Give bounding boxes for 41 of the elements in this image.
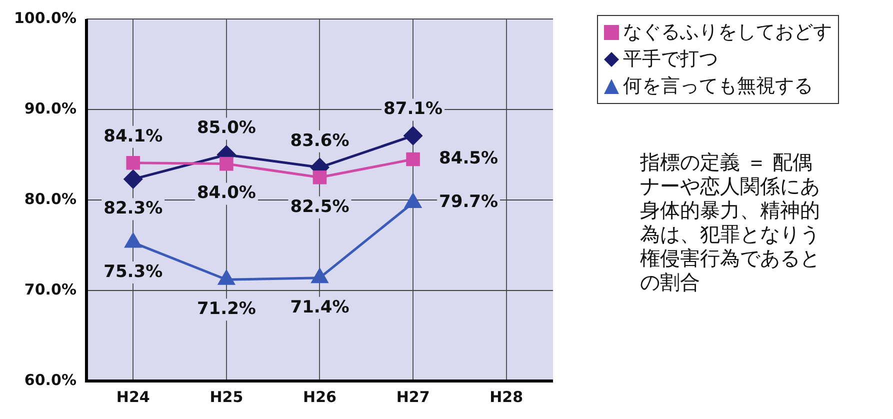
text: 身体的暴力、精神的 [640, 198, 820, 222]
legend-label: なぐるふりをしておどす [623, 20, 832, 45]
point [124, 170, 142, 188]
point [312, 268, 328, 284]
text: の割合 [640, 270, 700, 294]
data-label: 85.0% [196, 118, 256, 138]
legend-label: 何を言っても無視する [623, 74, 813, 99]
y-tick-label: 70.0% [24, 280, 76, 298]
point [312, 170, 327, 184]
x-tick-label: H24 [116, 388, 150, 406]
data-label: 84.1% [104, 126, 163, 146]
point [404, 193, 422, 208]
text: ナーや恋人関係にあ [640, 174, 820, 198]
text: 為は、犯罪となりう [640, 222, 820, 246]
point [124, 233, 142, 248]
data-label: 82.3% [104, 198, 163, 219]
point [404, 126, 422, 145]
point [406, 152, 420, 166]
point [126, 156, 140, 170]
y-tick-label: 100.0% [14, 8, 76, 27]
point [220, 156, 234, 171]
y-tick-label: 60.0% [24, 370, 76, 389]
x-tick-label: H25 [210, 388, 244, 406]
legend-label: 平手で打つ [623, 47, 718, 72]
data-label: 71.4% [290, 297, 350, 318]
data-label: 75.3% [104, 262, 163, 282]
x-tick-label: H27 [396, 388, 430, 406]
data-label: 83.6% [290, 130, 350, 151]
x-tick-label: H26 [303, 388, 336, 406]
point [218, 270, 235, 285]
data-label: 82.5% [290, 196, 350, 217]
data-label: 71.2% [196, 299, 256, 320]
data-label: 84.5% [439, 148, 498, 169]
data-label: 87.1% [384, 99, 443, 120]
data-label: 79.7% [439, 192, 498, 212]
text: 指標の定義 ＝ 配偶 [640, 150, 813, 174]
y-tick-label: 90.0% [24, 99, 76, 118]
x-tick-label: H28 [490, 388, 524, 406]
data-label: 84.0% [196, 183, 256, 204]
text: 権侵害行為であると [640, 246, 820, 270]
y-tick-label: 80.0% [24, 190, 76, 208]
